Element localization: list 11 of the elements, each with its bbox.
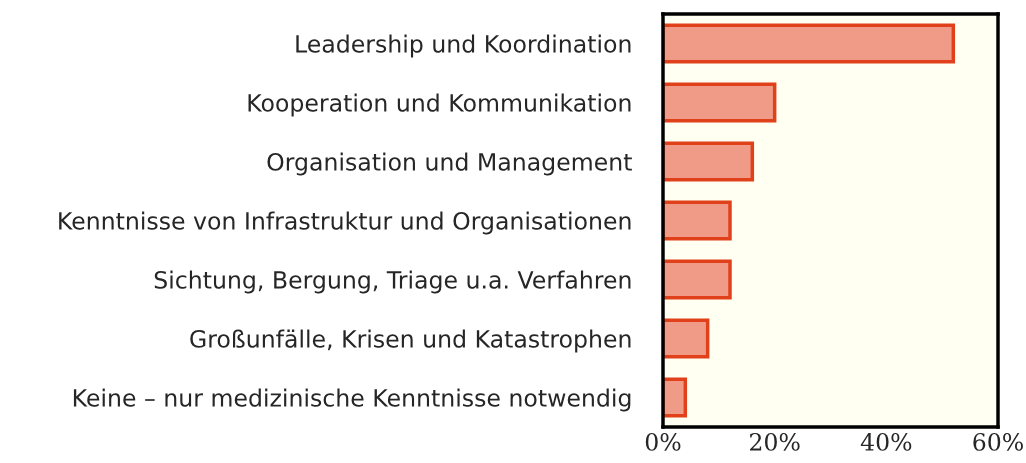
y-tick-label: Sichtung, Bergung, Triage u.a. Verfahren <box>154 270 631 294</box>
y-tick-label: Organisation und Management <box>267 152 632 176</box>
x-tick-label: 20% <box>750 432 800 451</box>
x-tick-label: 60% <box>973 432 1023 451</box>
y-tick-label: Großunfälle, Krisen und Katastrophen <box>190 329 631 353</box>
y-tick-label: Leadership und Koordination <box>296 34 631 58</box>
x-tick-label: 40% <box>860 432 912 451</box>
x-tick-label: 0% <box>645 432 681 451</box>
y-tick-label: Keine – nur medizinische Kenntnisse notwendig <box>73 388 631 412</box>
y-tick-label: Kooperation und Kommunikation <box>248 93 631 117</box>
y-tick-label: Kenntnisse von Infrastruktur und Organisationen <box>59 211 631 235</box>
